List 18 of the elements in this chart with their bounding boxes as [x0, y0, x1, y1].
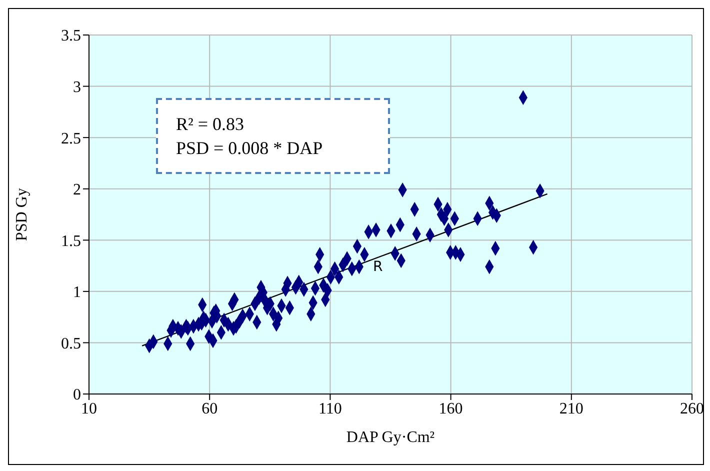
y-tick-label: 2 — [73, 182, 81, 199]
y-tick-label: 3.5 — [61, 28, 81, 45]
x-tick-label: 210 — [559, 400, 584, 418]
annotation: R — [373, 259, 383, 275]
x-tick-label: 110 — [318, 400, 342, 418]
y-tick-label: 0.5 — [61, 335, 81, 352]
y-tick-label: 2.5 — [61, 130, 81, 148]
x-tick-label: 10 — [81, 400, 97, 418]
y-tick-label: 1 — [73, 284, 81, 302]
x-tick-label: 160 — [438, 400, 463, 418]
y-tick-label: 1.5 — [61, 232, 81, 250]
x-tick-label: 60 — [202, 400, 218, 418]
y-axis-title: PSD Gy — [14, 188, 31, 241]
y-tick-label: 3 — [73, 78, 81, 96]
y-tick-label: 0 — [73, 386, 81, 404]
text-box: R² = 0.83 PSD = 0.008 * DAP — [156, 98, 390, 174]
annotation: R² = 0.83 PSD = 0.008 * DAP — [176, 114, 323, 158]
x-axis-title: DAP Gy·Cm² — [346, 429, 435, 446]
